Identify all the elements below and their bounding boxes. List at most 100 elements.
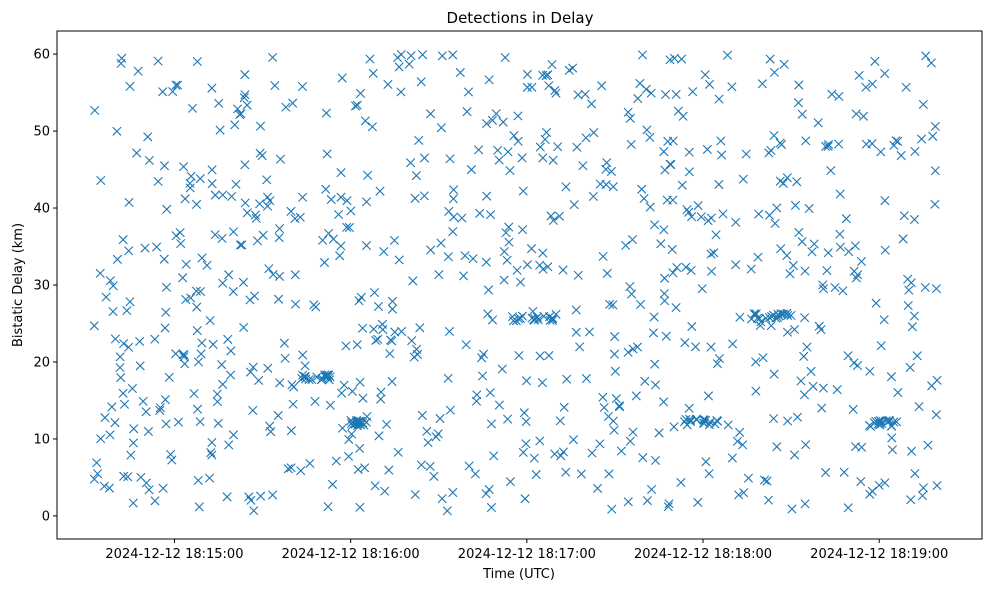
data-point [210,190,220,200]
data-point [627,289,637,299]
data-point [295,212,305,222]
data-point [408,276,418,286]
data-point [782,327,793,337]
data-point [599,402,609,413]
data-point [849,358,859,368]
data-point [723,420,733,430]
data-point [731,260,741,270]
data-point [538,248,548,258]
data-point [416,77,426,87]
data-point [354,296,364,306]
data-point [108,281,118,291]
data-point [522,260,532,270]
data-point [928,131,938,141]
data-point [360,463,370,473]
data-point [682,205,692,215]
data-point [89,474,99,484]
data-point [122,306,132,316]
data-point [879,315,889,325]
data-point [684,207,694,217]
data-point [325,400,335,410]
data-point [650,455,661,466]
data-point [255,491,266,501]
data-point [355,377,365,387]
data-point [368,68,378,78]
data-point [257,151,267,161]
data-point [194,502,204,512]
data-point [481,489,491,499]
data-point [275,154,286,164]
data-point [288,399,298,409]
data-point [691,414,702,424]
data-point [616,446,626,456]
data-point [218,278,228,288]
data-point [281,102,291,112]
data-point [818,284,829,294]
data-point [821,141,831,152]
data-point [347,386,358,396]
data-point [357,323,368,333]
data-point [932,480,942,491]
data-point [704,420,715,430]
data-point [493,145,503,155]
data-point [876,147,886,157]
data-point [128,438,139,448]
data-point [595,439,605,449]
data-point [336,192,346,202]
data-point [625,113,635,123]
data-point [631,391,641,401]
data-point [250,210,260,220]
data-point [626,139,636,150]
data-point [158,87,168,97]
data-point [799,351,809,361]
x-axis-ticks: 2024-12-12 18:15:00 2024-12-12 18:16:00 20… [105,539,948,562]
data-point [835,229,845,239]
data-point [705,417,715,427]
data-point [576,469,586,479]
data-point [373,334,383,344]
data-point [104,483,114,493]
data-point [642,125,652,135]
data-point [543,70,553,80]
data-point [323,370,333,380]
data-point [367,122,378,132]
data-point [242,100,252,110]
data-point [558,265,568,275]
data-point [417,410,427,420]
data-point [155,405,165,415]
data-point [573,90,583,100]
data-point [411,171,421,181]
data-point [262,175,272,185]
data-point [387,376,397,387]
data-point [296,466,306,476]
data-point [529,453,539,463]
data-point [597,81,607,91]
data-point [519,408,529,418]
data-point [802,342,812,352]
data-point [155,403,165,413]
data-point [515,277,526,287]
data-point [548,155,558,165]
data-point [635,78,645,89]
data-point [799,390,810,400]
data-point [627,235,638,245]
data-point [245,367,256,377]
data-point [339,380,349,390]
data-point [171,231,181,241]
data-point [642,496,652,506]
data-point [215,125,225,135]
data-point [321,108,331,118]
data-point [195,174,205,184]
data-point [611,394,621,404]
data-point [426,109,436,119]
data-point [112,254,122,264]
data-point [530,314,540,324]
data-point [703,391,714,401]
data-point [125,81,135,91]
data-point [483,309,493,319]
data-point [834,91,844,101]
data-point [609,349,620,359]
data-point [202,260,212,270]
data-point [544,350,554,361]
data-point [417,50,428,60]
